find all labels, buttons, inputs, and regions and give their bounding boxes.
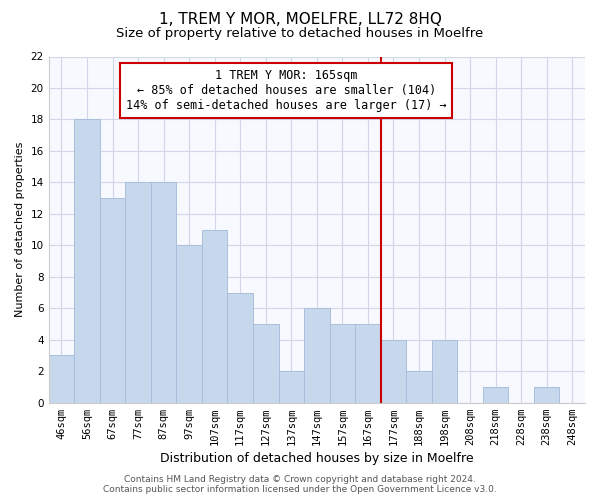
Bar	[253, 324, 278, 402]
Text: 1, TREM Y MOR, MOELFRE, LL72 8HQ: 1, TREM Y MOR, MOELFRE, LL72 8HQ	[158, 12, 442, 27]
Bar	[329, 324, 355, 402]
Text: 1 TREM Y MOR: 165sqm
← 85% of detached houses are smaller (104)
14% of semi-deta: 1 TREM Y MOR: 165sqm ← 85% of detached h…	[126, 69, 446, 112]
Bar	[534, 387, 559, 402]
Text: Contains HM Land Registry data © Crown copyright and database right 2024.
Contai: Contains HM Land Registry data © Crown c…	[103, 474, 497, 494]
Bar	[355, 324, 380, 402]
Bar	[483, 387, 508, 402]
Bar	[100, 198, 125, 402]
Bar	[432, 340, 457, 402]
Bar	[304, 308, 329, 402]
Bar	[406, 371, 432, 402]
Bar	[176, 246, 202, 402]
Bar	[125, 182, 151, 402]
Y-axis label: Number of detached properties: Number of detached properties	[15, 142, 25, 318]
Bar	[380, 340, 406, 402]
Text: Size of property relative to detached houses in Moelfre: Size of property relative to detached ho…	[116, 28, 484, 40]
Bar	[202, 230, 227, 402]
X-axis label: Distribution of detached houses by size in Moelfre: Distribution of detached houses by size …	[160, 452, 473, 465]
Bar	[227, 292, 253, 403]
Bar	[151, 182, 176, 402]
Bar	[278, 371, 304, 402]
Bar	[74, 120, 100, 403]
Bar	[49, 356, 74, 403]
